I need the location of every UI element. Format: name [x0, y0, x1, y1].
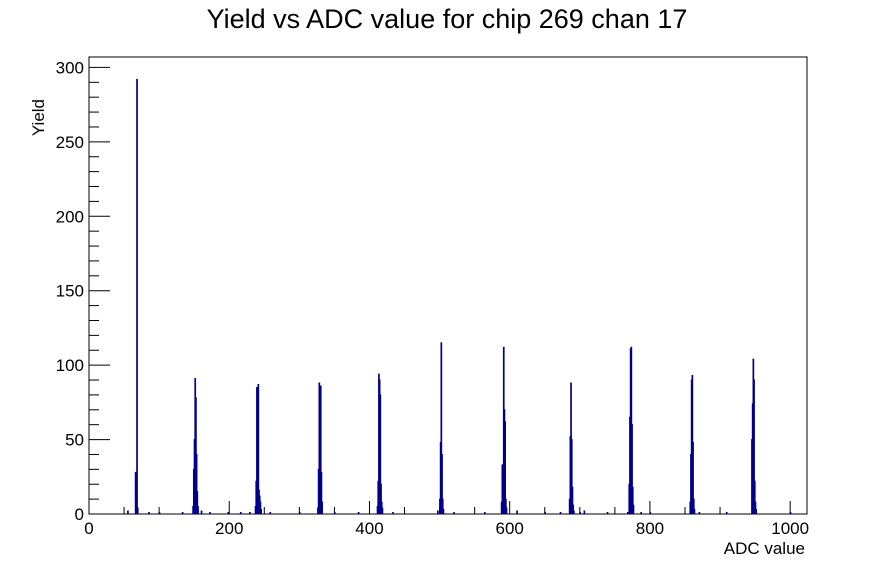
- histogram-bin: [483, 512, 486, 514]
- y-tick-label: 0: [75, 505, 84, 524]
- histogram-bin: [504, 421, 506, 514]
- histogram-bin: [559, 512, 562, 514]
- y-tick-label: 200: [56, 207, 84, 226]
- histogram-bin: [692, 442, 694, 514]
- x-tick-label: 0: [84, 519, 93, 538]
- histogram-bin: [195, 453, 198, 514]
- histogram-bin: [136, 507, 139, 514]
- histogram-bin: [631, 486, 634, 514]
- y-tick-label: 100: [56, 356, 84, 375]
- histogram-bin: [649, 512, 652, 514]
- histogram-bin: [392, 512, 394, 514]
- histogram-bin: [197, 506, 199, 514]
- histogram-bin: [259, 501, 262, 514]
- plot-frame: [88, 56, 808, 515]
- axis-ticks: 0 200 400 600 800 1000 0 50 100 150 200 250 300: [56, 58, 809, 538]
- histogram-bin: [573, 510, 575, 514]
- histogram-bin: [333, 512, 336, 514]
- histogram-bin: [440, 342, 443, 514]
- histogram-bin: [627, 512, 629, 514]
- histogram-bin: [753, 379, 755, 514]
- histogram-bin: [269, 512, 272, 514]
- histogram-bin: [321, 501, 323, 514]
- histogram-bin: [227, 512, 230, 514]
- histogram-bin: [441, 453, 443, 514]
- y-tick-label: 250: [56, 133, 84, 152]
- histogram-bin: [753, 480, 756, 514]
- x-tick-label: 200: [215, 519, 243, 538]
- histogram-bin: [693, 509, 696, 514]
- histogram-bin: [755, 509, 758, 514]
- histogram-bin: [298, 512, 301, 514]
- x-tick-label: 600: [496, 519, 524, 538]
- histogram-bin: [127, 510, 129, 514]
- y-tick-label: 50: [65, 431, 84, 450]
- histogram-bin: [640, 512, 643, 514]
- histogram-bin: [570, 439, 573, 514]
- histogram-bin: [136, 78, 138, 514]
- histogram-bin: [698, 512, 701, 514]
- histogram-bin: [134, 471, 137, 514]
- histogram-bin: [516, 510, 518, 514]
- histogram-bin: [319, 385, 322, 514]
- histogram-bin: [453, 512, 455, 514]
- histogram-bin: [504, 498, 507, 514]
- histogram-bin: [571, 486, 574, 514]
- histogram-bin: [436, 510, 439, 514]
- histogram-bin: [544, 512, 546, 514]
- histogram-bin: [249, 512, 251, 514]
- histogram-bin: [320, 471, 323, 514]
- histogram-bin: [380, 483, 382, 514]
- histogram-bin: [441, 498, 444, 514]
- histogram-bin: [579, 512, 582, 514]
- chart-title: Yield vs ADC value for chip 269 chan 17: [207, 4, 688, 34]
- histogram-bin: [196, 491, 199, 514]
- histogram-bin: [148, 512, 150, 514]
- histogram-bin: [789, 512, 792, 514]
- x-tick-label: 400: [355, 519, 383, 538]
- histogram-bin: [381, 507, 384, 514]
- histogram-bin: [754, 501, 757, 514]
- histogram-bin: [209, 512, 211, 514]
- histogram-bin: [379, 394, 382, 514]
- histogram-bin: [158, 512, 161, 514]
- histogram-bin: [692, 498, 695, 514]
- histogram-bin: [357, 512, 360, 514]
- histogram-bin: [606, 512, 609, 514]
- histogram-bin: [200, 510, 203, 514]
- histogram-bin: [505, 507, 508, 514]
- histogram-bin: [181, 512, 184, 514]
- histogram-bin: [257, 383, 260, 514]
- x-axis-label: ADC value: [724, 539, 805, 558]
- histogram-bin: [442, 509, 445, 514]
- x-tick-label: 1000: [771, 519, 809, 538]
- y-tick-label: 150: [56, 282, 84, 301]
- histogram-bars: [127, 78, 792, 514]
- y-axis-label: Yield: [29, 99, 48, 136]
- histogram-bin: [632, 504, 635, 514]
- histogram-bin: [260, 509, 262, 514]
- histogram-bin: [583, 510, 586, 514]
- x-tick-label: 800: [636, 519, 664, 538]
- histogram-bin: [631, 424, 633, 514]
- histogram-bin: [239, 512, 242, 514]
- histogram-bin: [572, 504, 575, 514]
- y-tick-label: 300: [56, 58, 84, 77]
- histogram-bin: [725, 512, 728, 514]
